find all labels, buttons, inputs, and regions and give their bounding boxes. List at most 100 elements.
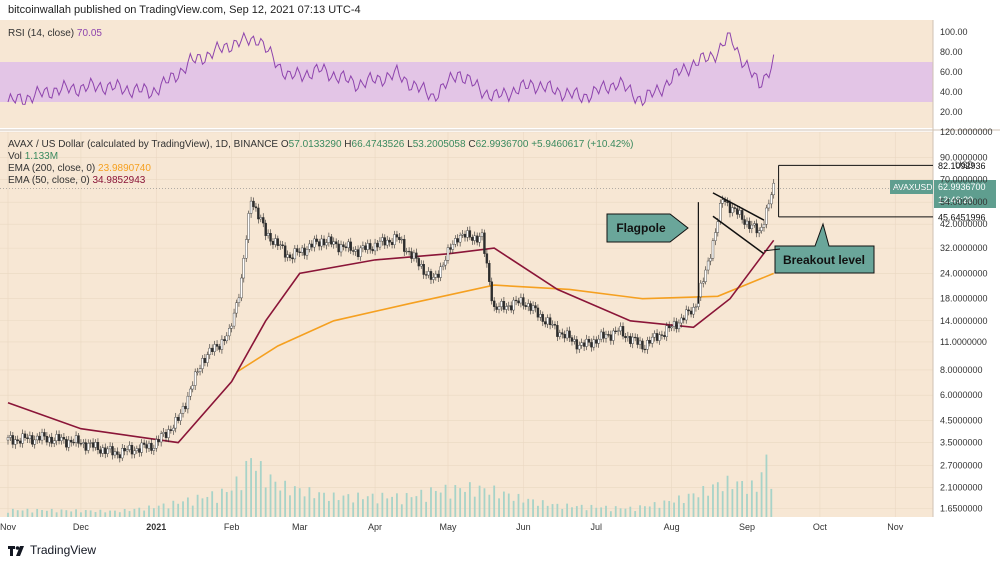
candle-body	[682, 317, 685, 321]
candle-body	[118, 454, 122, 459]
candle-body	[274, 238, 277, 245]
volume-bar	[444, 484, 447, 517]
tradingview-brand[interactable]: TradingView	[8, 543, 96, 557]
volume-bar	[84, 510, 87, 517]
candle-body	[210, 347, 214, 352]
price-tick-label: 2.7000000	[940, 460, 983, 470]
volume-bar	[114, 510, 116, 517]
chart-area[interactable]: Flagpole Breakout level 82.1092936 45.64519…	[0, 20, 1000, 540]
volume-bar	[434, 490, 437, 517]
candle-body	[172, 427, 175, 431]
symbol-legend: AVAX / US Dollar (calculated by TradingV…	[8, 139, 634, 150]
candle-body	[478, 236, 481, 243]
volume-bar	[483, 488, 486, 517]
candle-body	[427, 271, 430, 276]
candle-body	[740, 210, 744, 220]
candle-body	[366, 243, 369, 250]
volume-bar	[639, 505, 641, 517]
last-price-badge-bg	[934, 180, 996, 208]
candle-body	[519, 297, 523, 304]
volume-bar	[527, 498, 530, 517]
publisher-credit: bitcoinwallah published on TradingView.c…	[8, 4, 361, 16]
candle-body	[655, 333, 659, 341]
candle-body	[330, 236, 333, 245]
time-label: Aug	[664, 522, 680, 532]
candle-body	[361, 245, 365, 249]
ohlc-value: 66.4743526	[352, 139, 408, 150]
price-gridlines	[0, 131, 933, 517]
candle-body	[60, 437, 63, 442]
volume-bar	[186, 497, 189, 517]
candle-body	[760, 227, 763, 231]
candle-body	[446, 247, 450, 261]
volume-bar	[80, 512, 82, 517]
candle-body	[463, 233, 467, 238]
candle-body	[101, 447, 105, 454]
volume-bar	[746, 493, 748, 517]
candle-body	[33, 439, 36, 445]
candle-body	[694, 306, 698, 308]
candle-body	[376, 242, 379, 248]
candle-body	[18, 440, 22, 444]
volume-bar	[600, 507, 603, 517]
candle-body	[123, 448, 126, 452]
candle-body	[113, 451, 117, 456]
candle-body	[415, 252, 418, 259]
volume-bar	[259, 461, 262, 517]
candle-body	[692, 306, 695, 315]
volume-bar	[31, 512, 34, 517]
candle-body	[242, 258, 245, 279]
candle-body	[342, 244, 345, 247]
candle-body	[638, 340, 642, 345]
candle-body	[279, 244, 282, 246]
target-price-badge: 82.1092936	[938, 161, 986, 171]
price-tick-label: 2.1000000	[940, 482, 983, 492]
candle-body	[517, 300, 520, 304]
symbol-badge-bg	[890, 180, 933, 194]
candle-body	[395, 234, 399, 238]
rsi-line	[7, 31, 775, 107]
volume-bar	[279, 490, 282, 517]
price-tick-label: 8.0000000	[940, 365, 983, 375]
volume-bar	[55, 512, 58, 517]
candle-body	[70, 439, 73, 443]
candlesticks	[6, 179, 775, 463]
candle-body	[434, 273, 438, 278]
volume-bar	[512, 500, 515, 517]
volume-bar	[109, 510, 111, 517]
volume-bar	[464, 491, 466, 517]
ohlc-value: 62.9936700	[476, 139, 532, 150]
candle-body	[213, 344, 216, 352]
time-label: Oct	[813, 522, 828, 532]
candle-body	[563, 334, 566, 339]
candle-body	[99, 449, 102, 454]
candle-body	[145, 444, 148, 449]
candle-body	[534, 305, 537, 309]
candle-body	[595, 339, 598, 344]
candle-body	[138, 448, 141, 453]
volume-bar	[658, 507, 661, 517]
volume-bar	[143, 510, 146, 517]
candle-body	[230, 325, 233, 329]
candle-body	[186, 395, 190, 410]
time-label: Jul	[591, 522, 603, 532]
volume-bar	[415, 496, 418, 517]
candle-body	[74, 435, 78, 443]
candle-body	[150, 442, 153, 451]
volume-bar	[614, 506, 617, 517]
candle-body	[548, 317, 552, 326]
volume-bar	[682, 503, 685, 517]
candle-body	[524, 305, 527, 307]
candle-body	[6, 437, 10, 441]
candle-body	[531, 305, 535, 311]
volume-bar	[716, 482, 719, 517]
price-unit-label: USD	[955, 160, 975, 170]
volume-bar	[590, 504, 593, 517]
candle-body	[281, 244, 284, 246]
volume-bar	[255, 470, 257, 517]
candle-body	[536, 307, 540, 318]
candle-body	[55, 434, 58, 441]
brand-name: TradingView	[30, 543, 97, 557]
candle-body	[497, 306, 501, 310]
candle-body	[45, 436, 49, 443]
